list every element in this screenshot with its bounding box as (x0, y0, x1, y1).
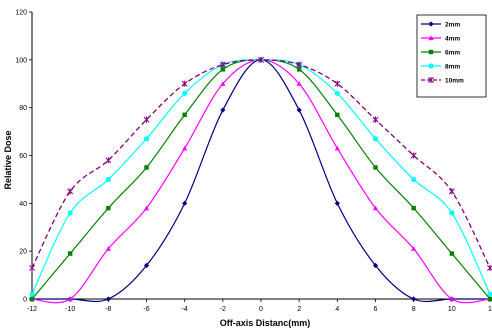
y-axis-ticks: 0 20 40 60 80 100 120 (15, 10, 32, 304)
legend-entry: 2mm (421, 21, 460, 28)
data-point (372, 136, 379, 142)
data-point (334, 80, 341, 87)
data-point (411, 176, 417, 183)
legend-entry: 4mm (421, 35, 460, 42)
data-point (411, 246, 417, 251)
x-tick-label: 10 (448, 306, 456, 313)
legend-label: 8mm (445, 63, 460, 70)
data-point (106, 205, 111, 211)
y-tick-label: 100 (15, 57, 27, 64)
data-point (296, 81, 302, 86)
data-point (372, 116, 379, 123)
x-tick-label: 1 (488, 306, 492, 313)
series-layer (29, 56, 492, 304)
data-point (448, 188, 455, 195)
x-tick-label: 8 (412, 306, 416, 313)
data-point (67, 251, 73, 256)
legend-entry: 8mm (421, 63, 460, 70)
data-point (372, 262, 379, 269)
x-tick-label: -12 (27, 306, 37, 313)
data-point (428, 63, 434, 69)
x-axis-title: Off-axis Distanc(mm) (220, 318, 311, 328)
x-tick-label: 2 (297, 306, 301, 313)
data-point (105, 246, 111, 251)
y-tick-label: 80 (19, 105, 27, 112)
data-point (143, 262, 150, 269)
data-point (296, 67, 302, 72)
x-tick-label: -2 (220, 306, 226, 313)
data-point (428, 21, 434, 27)
x-tick-label: -4 (182, 306, 188, 313)
data-point (335, 112, 340, 118)
data-point (181, 80, 188, 87)
data-point (29, 296, 35, 302)
y-tick-label: 0 (23, 297, 27, 304)
data-point (258, 56, 264, 63)
data-point (219, 61, 226, 68)
y-axis-title: Relative Dose (3, 130, 13, 189)
data-point (67, 296, 73, 302)
y-tick-label: 20 (19, 249, 27, 256)
data-point (182, 200, 188, 206)
legend-label: 4mm (445, 35, 460, 42)
data-point (449, 251, 455, 256)
x-tick-label: 0 (259, 306, 263, 313)
y-tick-label: 40 (19, 201, 27, 208)
data-point (296, 61, 303, 68)
y-tick-label: 60 (19, 153, 27, 160)
y-tick-label: 120 (15, 10, 27, 17)
data-point (29, 264, 35, 272)
data-point (411, 205, 416, 211)
legend-label: 10mm (445, 77, 464, 84)
data-point (487, 291, 492, 297)
data-point (296, 107, 302, 113)
x-tick-label: 6 (374, 306, 378, 313)
data-point (373, 165, 378, 170)
x-tick-label: -10 (65, 306, 75, 313)
data-point (144, 165, 149, 170)
data-point (487, 296, 492, 302)
data-point (220, 67, 226, 72)
legend-box (416, 14, 487, 98)
data-point (105, 157, 112, 164)
data-point (428, 49, 434, 55)
data-point (143, 116, 150, 123)
x-tick-label: 4 (335, 306, 339, 313)
data-point (29, 291, 35, 297)
data-point (105, 296, 111, 302)
legend-entry: 10mm (421, 76, 464, 84)
data-point (428, 76, 434, 84)
data-point (182, 145, 188, 151)
data-point (334, 145, 340, 151)
data-point (182, 112, 187, 118)
data-point (428, 35, 434, 41)
data-point (220, 81, 226, 86)
data-point (105, 176, 111, 183)
data-point (67, 188, 74, 195)
data-point (334, 90, 340, 96)
data-point (67, 210, 73, 216)
data-point (411, 296, 417, 302)
data-point (449, 210, 455, 216)
data-point (334, 200, 340, 206)
legend-entry: 6mm (421, 49, 460, 56)
legend: 2mm 4mm 6mm 8mm 10mm (416, 14, 487, 98)
legend-label: 2mm (445, 21, 460, 28)
data-point (410, 152, 417, 159)
data-point (143, 136, 150, 142)
x-tick-label: -6 (143, 306, 149, 313)
x-tick-label: -8 (105, 306, 111, 313)
data-point (182, 90, 188, 96)
data-point (372, 205, 379, 211)
data-point (220, 107, 226, 113)
data-point (143, 205, 150, 211)
data-point (449, 296, 455, 302)
legend-label: 6mm (445, 49, 460, 56)
